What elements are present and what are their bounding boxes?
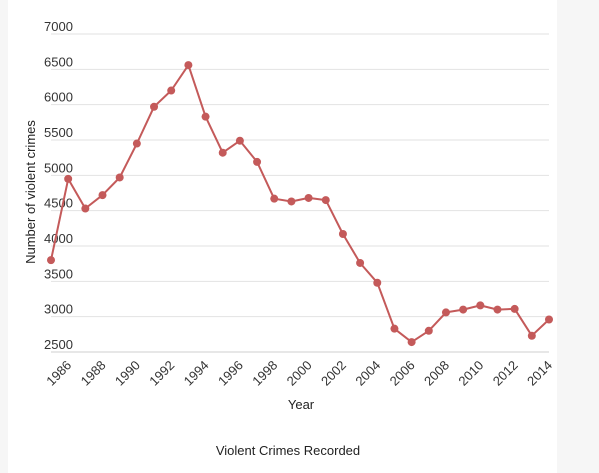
y-tick-label: 5500 <box>44 125 73 140</box>
x-tick-label: 1986 <box>43 358 74 389</box>
x-tick-label: 1994 <box>181 358 212 389</box>
data-points <box>47 61 553 347</box>
data-point <box>545 315 553 324</box>
data-point <box>407 338 416 347</box>
line-chart: 2500 3000 3500 4000 4500 5000 5500 6000 6500 7000… <box>23 19 555 458</box>
x-tick-label: 2014 <box>524 358 555 389</box>
x-tick-label: 2004 <box>352 358 383 389</box>
series-line <box>50 64 550 344</box>
data-point <box>150 102 159 111</box>
x-tick-label: 2006 <box>387 358 418 389</box>
data-point <box>510 304 519 313</box>
y-tick-label: 7000 <box>44 19 73 34</box>
data-point <box>64 174 73 183</box>
data-point <box>235 136 244 145</box>
y-tick-label: 4000 <box>44 231 73 246</box>
x-axis-title: Year <box>288 397 315 412</box>
y-tick-label: 3000 <box>44 302 73 317</box>
data-point <box>98 191 107 200</box>
data-point <box>321 196 330 205</box>
data-point <box>167 86 176 95</box>
x-tick-label: 2000 <box>284 358 315 389</box>
y-tick-label: 6000 <box>44 90 73 105</box>
data-point <box>218 148 227 157</box>
gridlines <box>51 33 549 353</box>
y-tick-label: 5000 <box>44 160 73 175</box>
data-point <box>476 301 485 310</box>
data-point <box>424 326 433 335</box>
data-point <box>356 258 365 267</box>
chart-caption: Violent Crimes Recorded <box>216 443 360 458</box>
data-point <box>373 278 382 287</box>
y-tick-label: 3500 <box>44 266 73 281</box>
x-tick-label: 1998 <box>249 358 280 389</box>
data-point <box>493 305 502 314</box>
data-point <box>47 256 55 265</box>
x-axis-ticks: 1986 1988 1990 1992 1994 1996 1998 2000 2002 2004… <box>43 358 555 389</box>
data-point <box>459 305 468 314</box>
x-tick-label: 2010 <box>455 358 486 389</box>
data-point <box>253 157 262 166</box>
y-tick-label: 6500 <box>44 54 73 69</box>
y-tick-label: 4500 <box>44 196 73 211</box>
data-point <box>201 112 210 121</box>
y-axis-title: Number of violent crimes <box>23 120 38 264</box>
x-tick-label: 2008 <box>421 358 452 389</box>
x-tick-label: 1996 <box>215 358 246 389</box>
data-point <box>270 194 279 203</box>
y-axis-ticks: 2500 3000 3500 4000 4500 5000 5500 6000 6500 7000 <box>44 19 73 352</box>
x-tick-label: 1988 <box>78 358 109 389</box>
data-point <box>287 197 296 206</box>
data-point <box>184 61 193 70</box>
data-point <box>338 229 347 238</box>
data-point <box>132 139 141 148</box>
data-point <box>390 324 399 333</box>
x-tick-label: 1990 <box>112 358 143 389</box>
chart-card: 2500 3000 3500 4000 4500 5000 5500 6000 6500 7000… <box>8 0 557 473</box>
x-tick-label: 1992 <box>146 358 177 389</box>
data-point <box>304 193 313 202</box>
data-point <box>115 173 124 182</box>
data-point <box>81 204 90 213</box>
x-tick-label: 2012 <box>490 358 521 389</box>
y-tick-label: 2500 <box>44 337 73 352</box>
data-point <box>527 331 536 340</box>
x-tick-label: 2002 <box>318 358 349 389</box>
data-point <box>441 308 450 317</box>
